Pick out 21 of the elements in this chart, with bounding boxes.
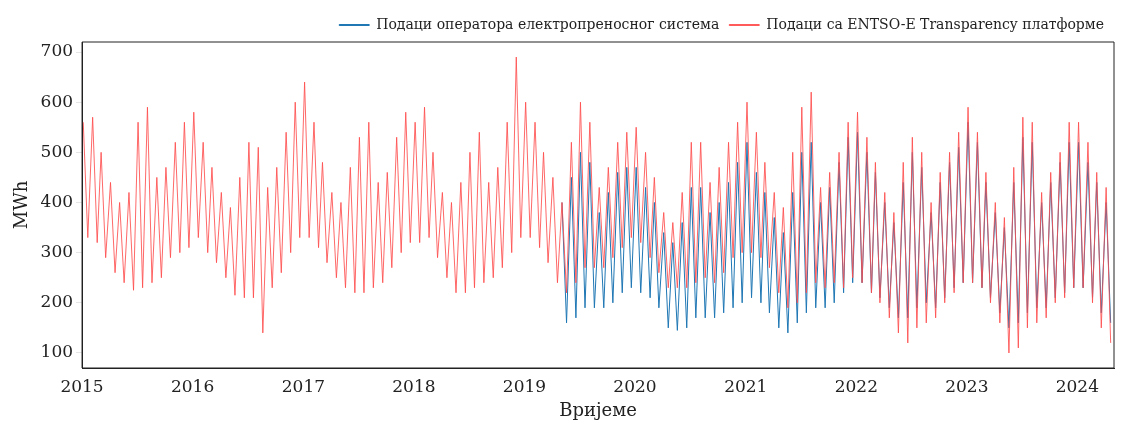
x-tick-label: 2022 — [834, 375, 878, 396]
x-tick-label: 2023 — [945, 375, 989, 396]
y-tick-label: 100 — [40, 341, 74, 362]
y-tick-label: 700 — [40, 40, 74, 61]
x-tick-label: 2016 — [170, 375, 215, 396]
x-tick-label: 2020 — [613, 375, 657, 396]
x-tick-label: 2015 — [60, 375, 104, 396]
y-tick-label: 400 — [40, 190, 74, 211]
legend-label: Подаци са ENTSO-E Transparency платформе — [766, 15, 1105, 32]
y-tick-label: 300 — [40, 241, 74, 262]
legend-label: Подаци оператора електропреносног система — [376, 15, 720, 32]
x-tick-label: 2021 — [724, 375, 768, 396]
x-axis-title: Вријеме — [559, 398, 637, 420]
y-tick-label: 200 — [40, 291, 74, 312]
y-axis-title: MWh — [10, 180, 32, 230]
x-tick-label: 2018 — [392, 375, 436, 396]
x-tick-label: 2017 — [281, 375, 326, 396]
y-tick-label: 500 — [40, 140, 74, 161]
x-tick-label: 2024 — [1055, 375, 1099, 396]
x-tick-label: 2019 — [502, 375, 547, 396]
y-tick-label: 600 — [40, 90, 74, 111]
